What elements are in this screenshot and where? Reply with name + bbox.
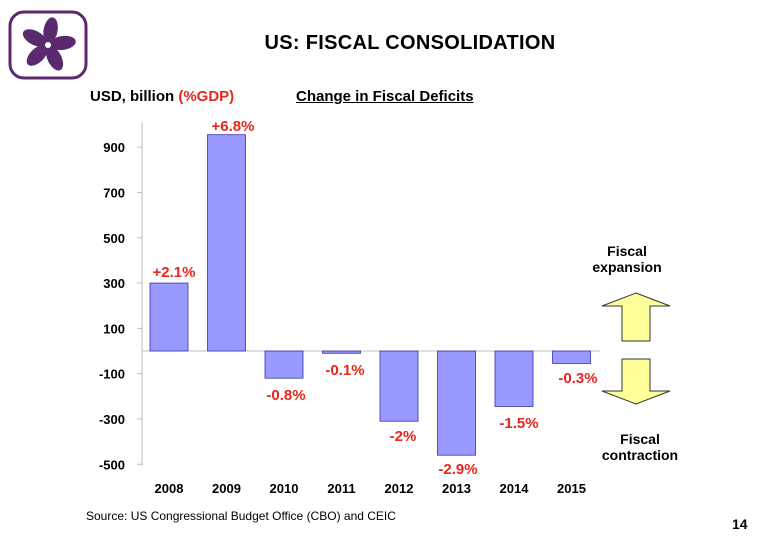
x-tick-label: 2009 [212,481,241,496]
page-number: 14 [732,516,748,532]
bar-2015 [552,350,591,364]
y-tick-label: -100 [99,367,125,382]
expansion-arrow-icon [601,292,671,342]
x-tick-label: 2012 [385,481,414,496]
fiscal-contraction-label: Fiscal contraction [585,431,695,463]
data-label: +2.1% [153,264,196,281]
fiscal-expansion-label-line2: expansion [592,259,662,275]
bar-2013 [437,350,476,456]
bar-2014 [494,350,534,407]
source-note: Source: US Congressional Budget Office (… [86,509,396,523]
y-tick-label: 700 [103,185,125,200]
y-tick-label: -500 [99,457,125,472]
bauhinia-flower-icon [8,10,88,85]
fiscal-expansion-label: Fiscal expansion [572,243,682,275]
x-tick-label: 2015 [557,481,586,496]
y-tick-label: 900 [103,140,125,155]
fiscal-expansion-label-line1: Fiscal [607,243,647,259]
data-label: -2.9% [438,461,477,478]
x-tick-label: 2010 [270,481,299,496]
bar-2010 [264,350,304,379]
y-axis-unit-label: USD, billion (%GDP) [90,88,234,105]
bar-2012 [379,350,419,422]
x-tick-label: 2014 [500,481,530,496]
x-tick-label: 2008 [155,481,184,496]
x-tick-label: 2011 [327,481,355,496]
y-axis-label-suffix: (%GDP) [178,88,235,105]
y-tick-label: 300 [103,276,125,291]
x-tick-label: 2013 [442,481,471,496]
slide-title: US: FISCAL CONSOLIDATION [264,32,556,54]
data-label: +6.8% [212,118,255,135]
y-tick-label: -300 [99,412,125,427]
y-tick-label: 100 [103,321,125,336]
chart-title: Change in Fiscal Deficits [296,88,474,105]
data-label: -0.8% [266,387,305,404]
fiscal-contraction-label-line2: contraction [601,447,679,463]
bar-2008 [149,282,189,352]
fiscal-contraction-label-line1: Fiscal [620,431,660,447]
data-label: -1.5% [499,415,538,432]
contraction-arrow-icon [601,358,671,405]
y-axis-label: USD, billion [90,88,175,105]
bar-2011 [322,350,361,354]
y-tick-label: 500 [103,231,125,246]
bar-2009 [207,134,246,352]
data-label: -0.1% [325,362,364,379]
data-label: -2% [390,428,417,445]
data-label: -0.3% [558,370,597,387]
